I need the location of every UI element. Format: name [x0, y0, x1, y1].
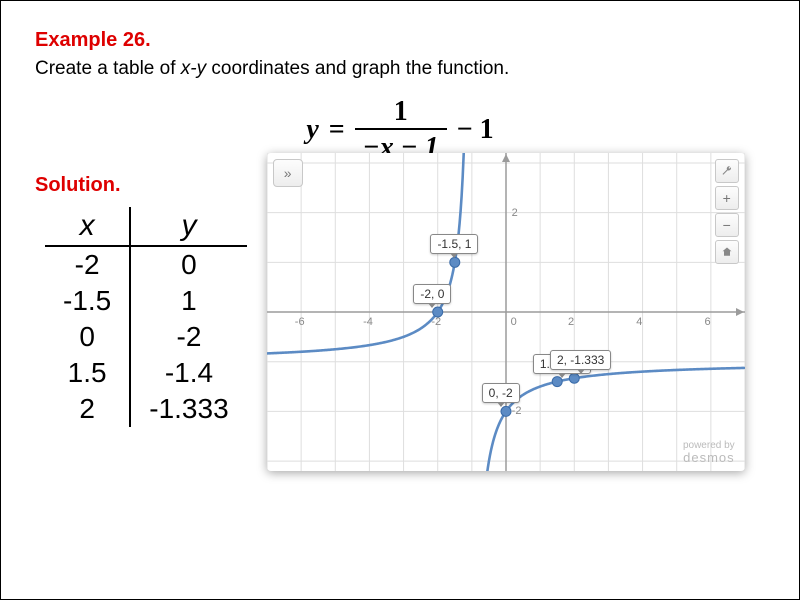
table-row: 2-1.333: [45, 391, 247, 427]
x-axis-label: -6: [295, 316, 305, 328]
point-label: -2, 0: [413, 284, 451, 304]
table-cell-x: -1.5: [45, 283, 130, 319]
instruction-prefix: Create a table of: [35, 58, 181, 79]
table-header-x: x: [45, 207, 130, 246]
plus-icon: +: [723, 190, 731, 206]
graph-panel: » + −: [267, 153, 745, 471]
table-cell-y: -1.333: [130, 391, 246, 427]
equation-eq: =: [329, 114, 345, 146]
equation-numerator: 1: [386, 96, 416, 128]
graph-svg[interactable]: [267, 153, 745, 471]
table-cell-y: -2: [130, 319, 246, 355]
settings-button[interactable]: [715, 159, 739, 183]
home-icon: [721, 246, 733, 258]
x-axis-label: 6: [705, 316, 711, 328]
x-axis-label: -2: [431, 316, 441, 328]
table-cell-x: 0: [45, 319, 130, 355]
table-header-y: y: [130, 207, 246, 246]
table-row: 0-2: [45, 319, 247, 355]
table-row: -1.51: [45, 283, 247, 319]
table-cell-x: -2: [45, 246, 130, 283]
collapse-button[interactable]: »: [273, 159, 303, 187]
xy-table: x y -20-1.510-21.5-1.42-1.333: [45, 207, 247, 427]
example-title: Example 26.: [35, 29, 765, 52]
x-axis-label: 2: [568, 316, 574, 328]
watermark: powered by desmos: [683, 440, 735, 465]
table-cell-y: 0: [130, 246, 246, 283]
y-axis-label: -2: [512, 405, 522, 417]
zoom-in-button[interactable]: +: [715, 186, 739, 210]
y-axis-label: 2: [512, 207, 518, 219]
zoom-out-button[interactable]: −: [715, 213, 739, 237]
table-cell-x: 1.5: [45, 355, 130, 391]
table-cell-y: -1.4: [130, 355, 246, 391]
instruction-vars: x-y: [181, 58, 206, 79]
x-axis-label: 4: [636, 316, 642, 328]
table-row: -20: [45, 246, 247, 283]
point-label: -1.5, 1: [430, 234, 478, 254]
wrench-icon: [721, 165, 733, 177]
instruction-suffix: coordinates and graph the function.: [206, 58, 509, 79]
origin-label: 0: [511, 316, 517, 328]
point-label: 2, -1.333: [550, 350, 611, 370]
home-button[interactable]: [715, 240, 739, 264]
equation-lhs: y: [306, 114, 318, 146]
instruction-text: Create a table of x-y coordinates and gr…: [35, 58, 765, 80]
table-row: 1.5-1.4: [45, 355, 247, 391]
watermark-line2: desmos: [683, 451, 735, 465]
point-label: 0, -2: [482, 383, 520, 403]
minus-icon: −: [723, 217, 731, 233]
x-axis-label: -4: [363, 316, 373, 328]
table-cell-x: 2: [45, 391, 130, 427]
chevron-right-icon: »: [284, 165, 292, 181]
table-cell-y: 1: [130, 283, 246, 319]
equation-trailing: − 1: [457, 114, 494, 146]
